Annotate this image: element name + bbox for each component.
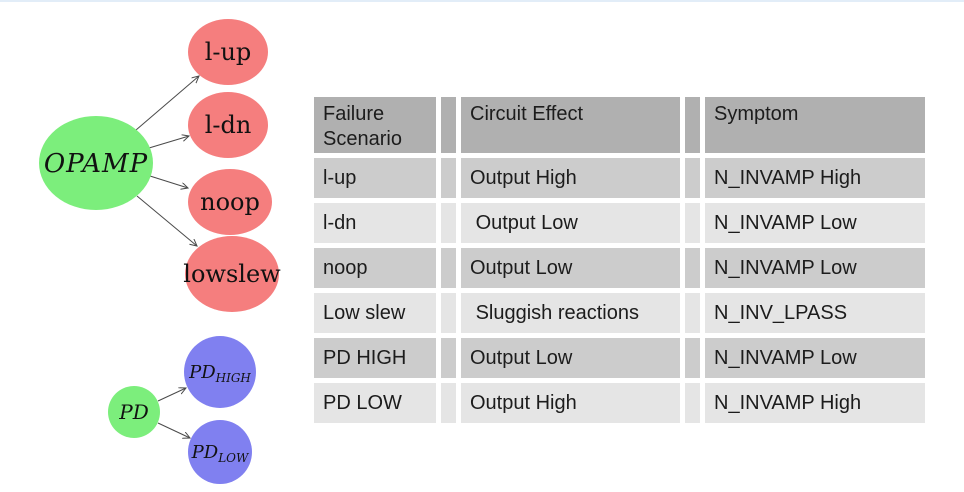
- ldn-node-label: l-dn: [205, 111, 252, 139]
- effect-cell: Sluggish reactions: [461, 293, 680, 333]
- failure-scenario-table: Failure Scenario Circuit Effect Symptom …: [314, 97, 925, 423]
- scenario-cell: noop: [314, 248, 436, 288]
- edge-opamp-ldn: [148, 136, 189, 149]
- spacer-cell: [441, 293, 456, 333]
- header-spacer: [685, 97, 700, 153]
- header-circuit-effect: Circuit Effect: [461, 97, 680, 153]
- pdlow-node: [188, 420, 252, 484]
- symptom-cell: N_INVAMP High: [705, 158, 925, 198]
- spacer-cell: [441, 203, 456, 243]
- lup-node-label: l-up: [205, 38, 252, 66]
- edge-opamp-lup: [135, 76, 199, 131]
- pdhigh-node: [184, 336, 256, 408]
- pdhigh-node-label: PDHIGH: [188, 362, 251, 385]
- scenario-cell: PD HIGH: [314, 338, 436, 378]
- spacer-cell: [685, 158, 700, 198]
- header-spacer: [441, 97, 456, 153]
- noop-node: [188, 169, 272, 235]
- effect-cell: Output High: [461, 158, 680, 198]
- scenario-cell: l-dn: [314, 203, 436, 243]
- effect-cell: Output Low: [461, 203, 680, 243]
- spacer-cell: [685, 293, 700, 333]
- scenario-cell: Low slew: [314, 293, 436, 333]
- opamp-node-label: OPAMP: [44, 149, 148, 179]
- pd-node-label: PD: [118, 400, 149, 424]
- noop-node-label: noop: [200, 188, 260, 216]
- ldn-node: [188, 92, 268, 158]
- spacer-cell: [685, 383, 700, 423]
- symptom-cell: N_INVAMP Low: [705, 338, 925, 378]
- symptom-cell: N_INVAMP Low: [705, 248, 925, 288]
- opamp-node: [39, 116, 153, 210]
- spacer-cell: [441, 383, 456, 423]
- lowslew-node-label: lowslew: [183, 260, 281, 288]
- edge-pd-pdlow: [157, 422, 190, 438]
- pdlow-node-label: PDLOW: [191, 442, 250, 465]
- spacer-cell: [685, 203, 700, 243]
- lowslew-node: [185, 236, 279, 312]
- spacer-cell: [685, 338, 700, 378]
- spacer-cell: [441, 248, 456, 288]
- pd-node: [108, 386, 160, 438]
- symptom-cell: N_INVAMP High: [705, 383, 925, 423]
- spacer-cell: [685, 248, 700, 288]
- edge-opamp-noop: [149, 175, 188, 188]
- edge-opamp-lowslew: [136, 195, 197, 246]
- scenario-cell: l-up: [314, 158, 436, 198]
- header-failure-scenario: Failure Scenario: [314, 97, 436, 153]
- spacer-cell: [441, 338, 456, 378]
- effect-cell: Output Low: [461, 338, 680, 378]
- fault-tree-diagram: OPAMP l-up l-dn noop lowslew PD PDHIGH P…: [39, 19, 281, 484]
- scenario-cell: PD LOW: [314, 383, 436, 423]
- effect-cell: Output Low: [461, 248, 680, 288]
- lup-node: [188, 19, 268, 85]
- edge-pd-pdhigh: [157, 388, 186, 402]
- symptom-cell: N_INV_LPASS: [705, 293, 925, 333]
- symptom-cell: N_INVAMP Low: [705, 203, 925, 243]
- effect-cell: Output High: [461, 383, 680, 423]
- spacer-cell: [441, 158, 456, 198]
- window-top-edge: [0, 0, 964, 2]
- header-symptom: Symptom: [705, 97, 925, 153]
